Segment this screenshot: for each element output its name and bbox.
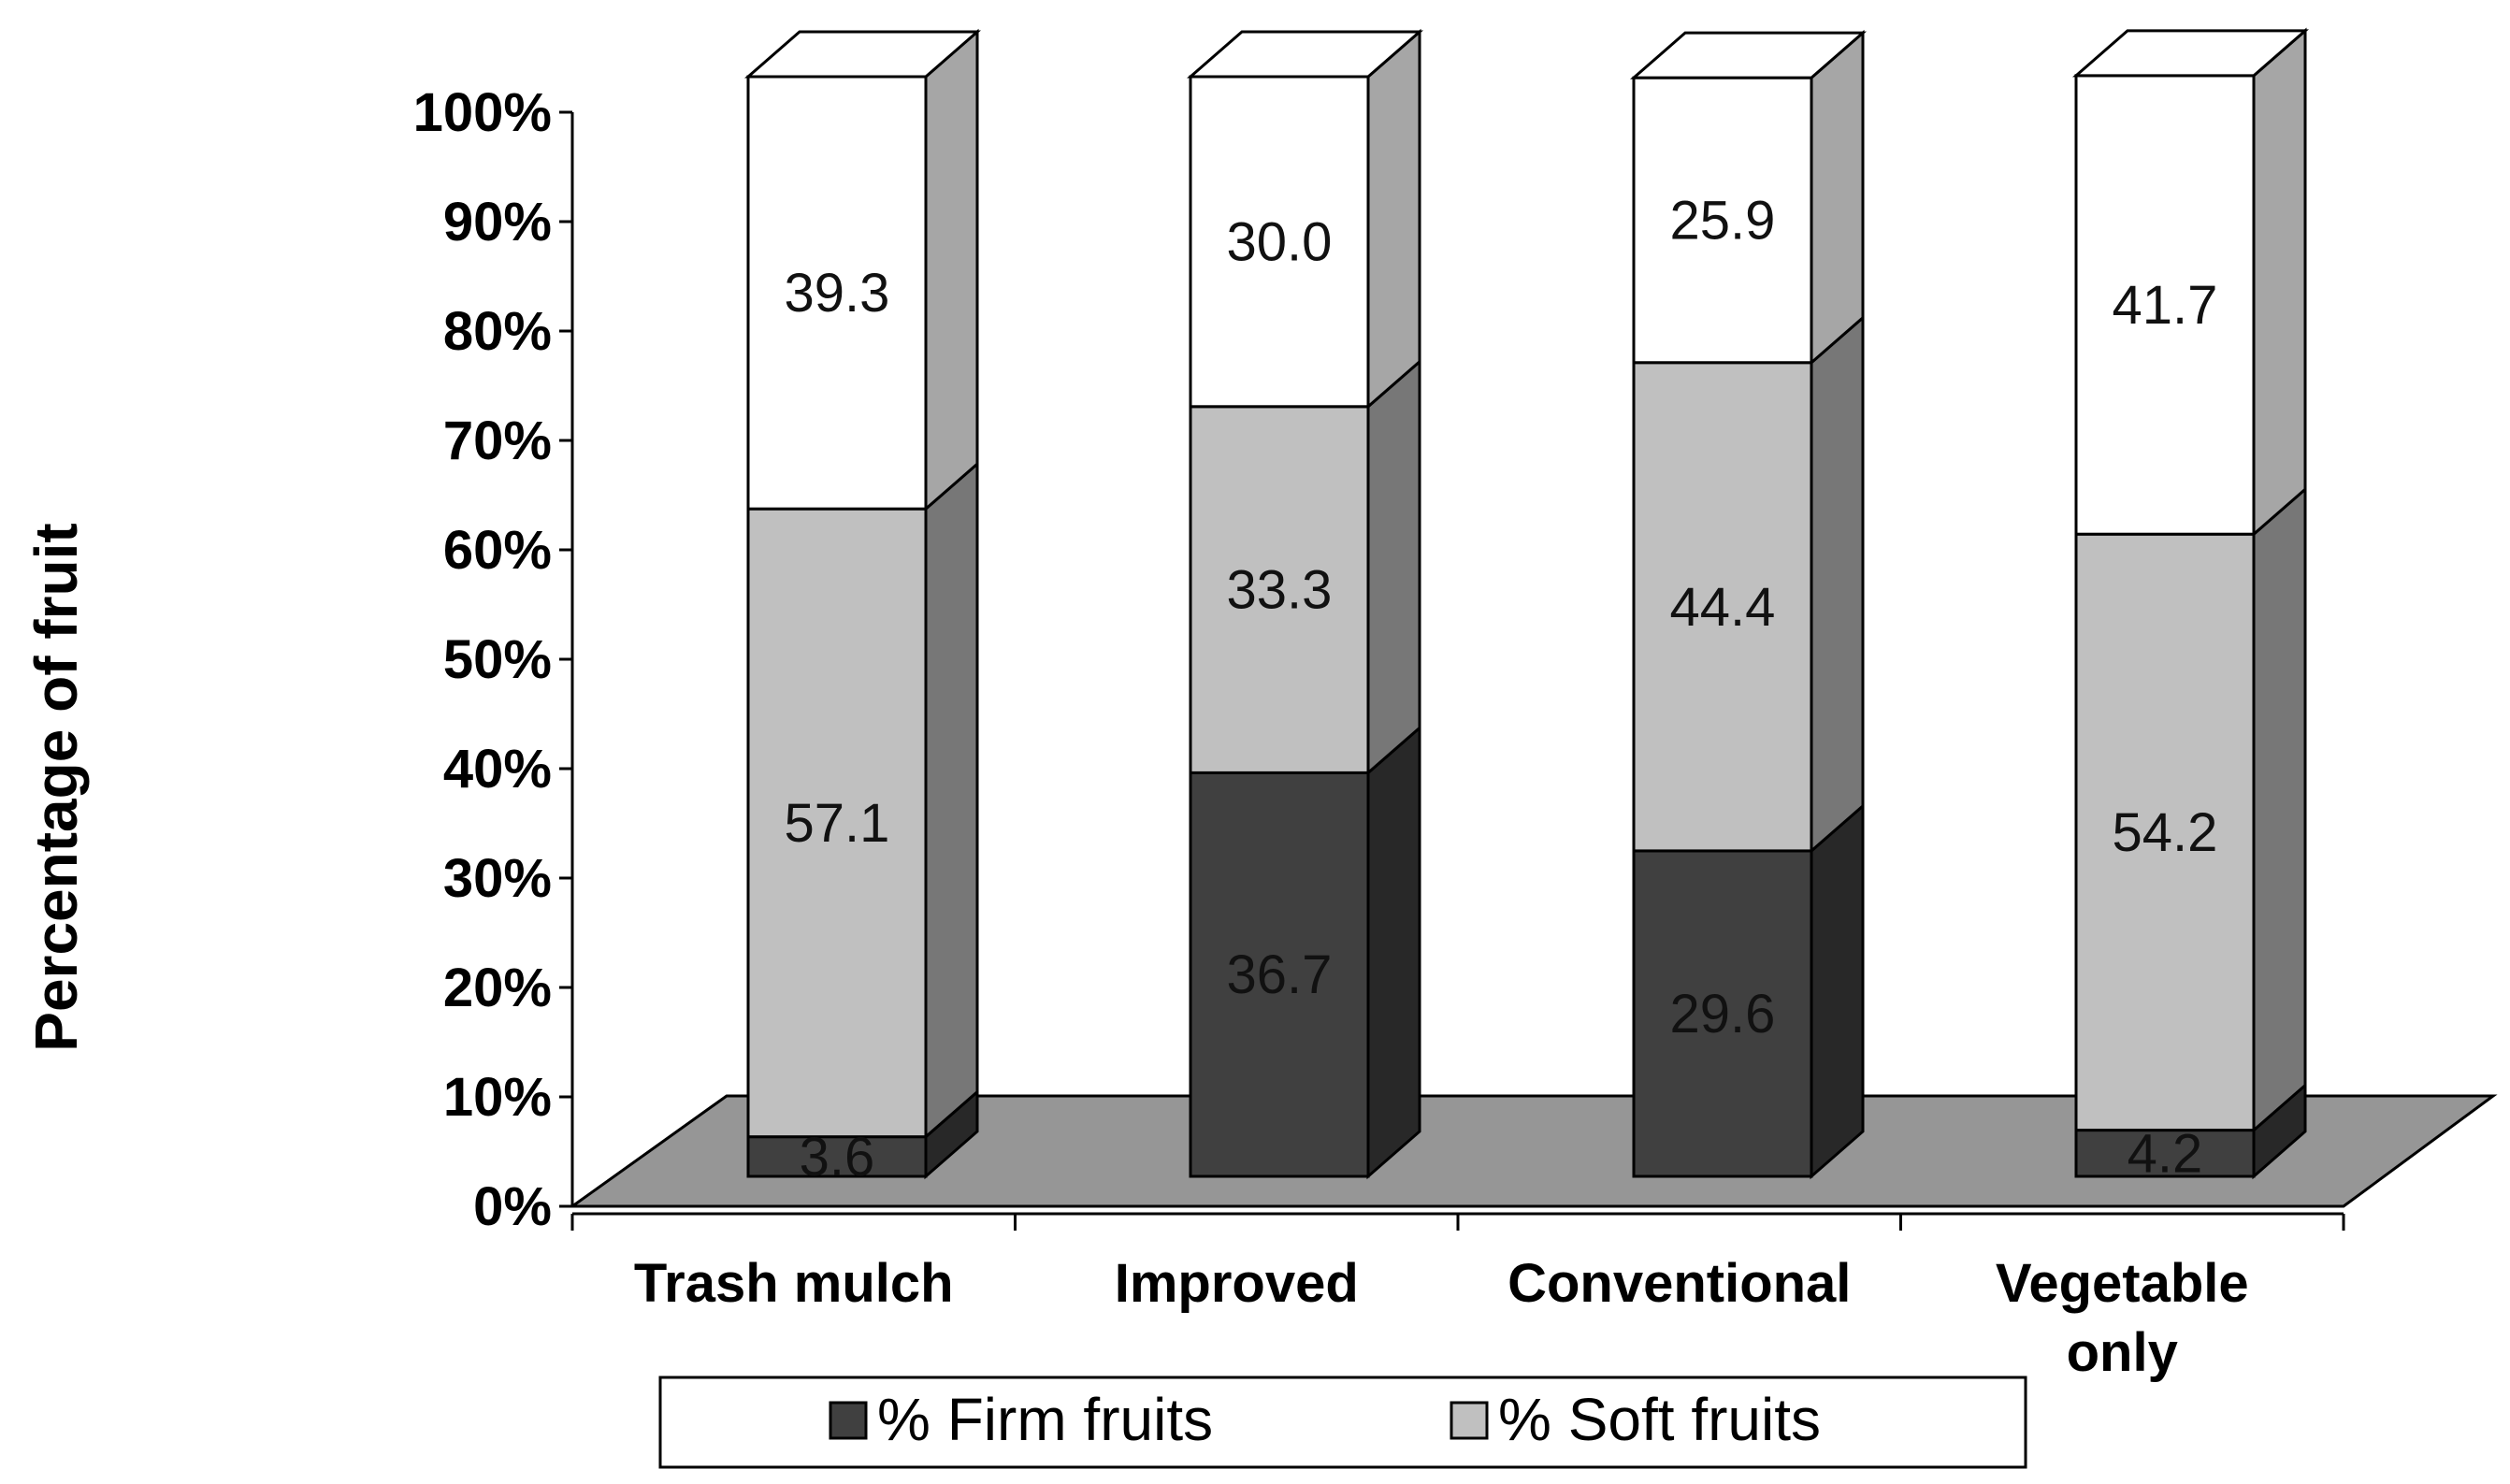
bar-segment-side [924, 460, 979, 1140]
bar-segment-side [2252, 27, 2307, 538]
bar-top [1187, 30, 1423, 79]
chart-floor-plane [568, 1094, 2498, 1208]
data-label: 54.2 [2113, 802, 2218, 863]
data-label: 29.6 [1670, 984, 1776, 1045]
bar-segment [1189, 358, 1421, 776]
bar-segment-front [1632, 76, 1813, 365]
bar-segment-side [1366, 28, 1421, 411]
y-axis-title: Percentage of fruit [22, 523, 90, 1051]
data-label: 33.3 [1227, 560, 1333, 621]
legend-swatch [1450, 1401, 1489, 1440]
data-label: 25.9 [1670, 190, 1776, 251]
bar-segment-front [2074, 532, 2256, 1132]
y-tick-label: 0% [473, 1176, 552, 1237]
bar-segment-side [1810, 802, 1865, 1180]
legend: % Firm fruits % Soft fruits [658, 1376, 2027, 1469]
x-category-label: only [2067, 1322, 2178, 1383]
bar-segment-side [924, 28, 979, 512]
y-tick-label: 100% [413, 82, 552, 143]
axes: 0% 10% 20% 30% 40% 50% 60% 70% 80% 90% 100% Trash m… [413, 82, 2345, 1383]
bar-top [1630, 31, 1867, 79]
data-label: 57.1 [785, 793, 890, 854]
x-category-label: Trash mulch [634, 1253, 954, 1314]
bar-segment [2074, 1082, 2307, 1180]
data-label: 3.6 [800, 1127, 875, 1188]
y-tick-label: 70% [443, 411, 552, 471]
data-label: 30.0 [1227, 211, 1333, 272]
data-label: 36.7 [1227, 944, 1333, 1005]
legend-entry: % Firm fruits [877, 1386, 1213, 1453]
bar-segment-side [1366, 725, 1421, 1180]
bar-segment [1632, 314, 1865, 855]
bar-segment [1189, 725, 1421, 1180]
data-label: 41.7 [2113, 275, 2218, 336]
x-category-label: Conventional [1507, 1253, 1851, 1314]
data-label: 4.2 [2128, 1123, 2203, 1184]
bar-segment [744, 28, 981, 512]
bars [744, 27, 2310, 1180]
x-category-label: Vegetable [1996, 1253, 2249, 1314]
y-tick-label: 60% [443, 520, 552, 581]
bar-segment-front [2074, 74, 2256, 536]
y-tick-label: 30% [443, 848, 552, 909]
bar-segment [1630, 29, 1867, 367]
bar-segment [2071, 27, 2310, 538]
bar-top [744, 30, 981, 79]
bar-top [2071, 29, 2310, 78]
legend-swatch [829, 1401, 868, 1440]
bar-segment [2074, 485, 2307, 1133]
legend-entry: % Soft fruits [1498, 1386, 1821, 1453]
y-tick-label: 80% [443, 301, 552, 362]
data-labels: 3.6 57.1 39.3 36.7 33.3 30.0 29.6 44.4 25.9 4.2 54… [785, 190, 2218, 1187]
y-tick-label: 90% [443, 192, 552, 252]
bar-segment [746, 460, 979, 1140]
bar-segment-front [1632, 361, 1813, 853]
x-category-label: Improved [1115, 1253, 1359, 1314]
y-tick-label: 40% [443, 739, 552, 800]
y-tick-label: 10% [443, 1067, 552, 1128]
bar-segment-front [746, 75, 928, 511]
bar-segment-side [1810, 314, 1865, 855]
bar-segment-front [1189, 405, 1370, 774]
data-label: 44.4 [1670, 577, 1776, 638]
chart-floor [568, 1094, 2498, 1208]
bar-segment-front [746, 507, 928, 1139]
bar-segment-side [2252, 485, 2307, 1133]
data-label: 39.3 [785, 263, 890, 324]
y-tick-label: 50% [443, 629, 552, 690]
bar-segment-side [1810, 29, 1865, 367]
y-tick-label: 20% [443, 958, 552, 1018]
bar-segment [1187, 28, 1423, 411]
bar-segment-front [1189, 771, 1370, 1178]
bar-segment-side [1366, 358, 1421, 776]
legend-box [658, 1376, 2027, 1469]
